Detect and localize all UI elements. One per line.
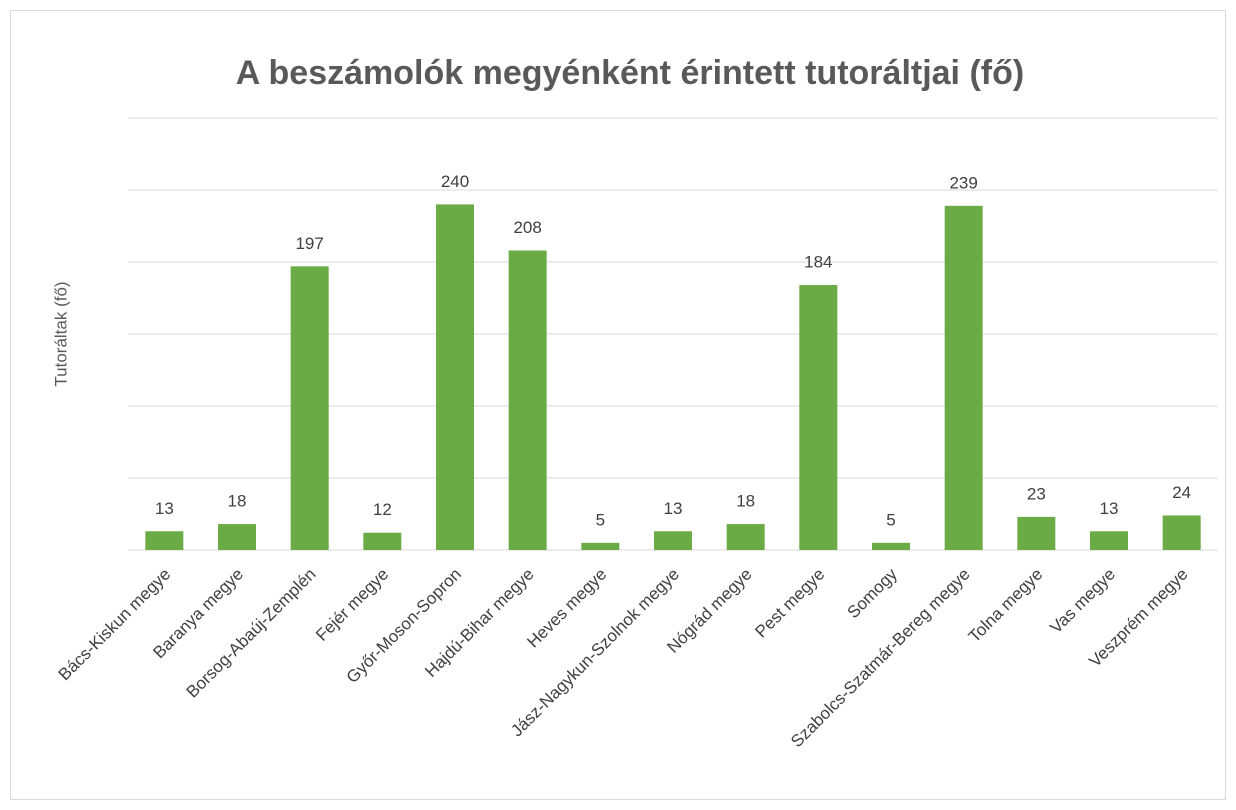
data-label: 18	[228, 492, 247, 511]
data-label: 5	[596, 510, 605, 529]
data-label: 197	[295, 234, 323, 253]
bar	[1017, 516, 1056, 550]
data-label: 184	[804, 253, 832, 272]
bar	[799, 285, 838, 550]
data-label: 12	[373, 500, 392, 519]
bar	[654, 531, 692, 550]
data-label: 5	[886, 510, 895, 529]
bar	[872, 542, 910, 550]
data-label: 24	[1172, 483, 1191, 502]
bar	[363, 532, 402, 550]
chart-title: A beszámolók megyénként érintett tutorál…	[236, 54, 1024, 92]
bar	[508, 250, 547, 551]
bar	[218, 524, 256, 550]
chart-border	[10, 10, 1226, 800]
bar	[1090, 531, 1128, 550]
data-label: 208	[513, 218, 541, 237]
bar	[581, 542, 620, 550]
y-axis-label: Tutoráltak (fő)	[51, 281, 70, 386]
data-label: 13	[155, 499, 174, 518]
data-label: 18	[736, 492, 755, 511]
bar	[436, 204, 474, 550]
data-label: 13	[1100, 499, 1119, 518]
bar	[145, 531, 184, 550]
data-label: 239	[949, 173, 977, 192]
data-label: 240	[441, 172, 469, 191]
bar	[726, 524, 765, 550]
data-label: 13	[664, 499, 683, 518]
bar	[944, 205, 983, 550]
data-label: 23	[1027, 484, 1046, 503]
bar	[1162, 515, 1201, 550]
bar	[290, 266, 329, 550]
